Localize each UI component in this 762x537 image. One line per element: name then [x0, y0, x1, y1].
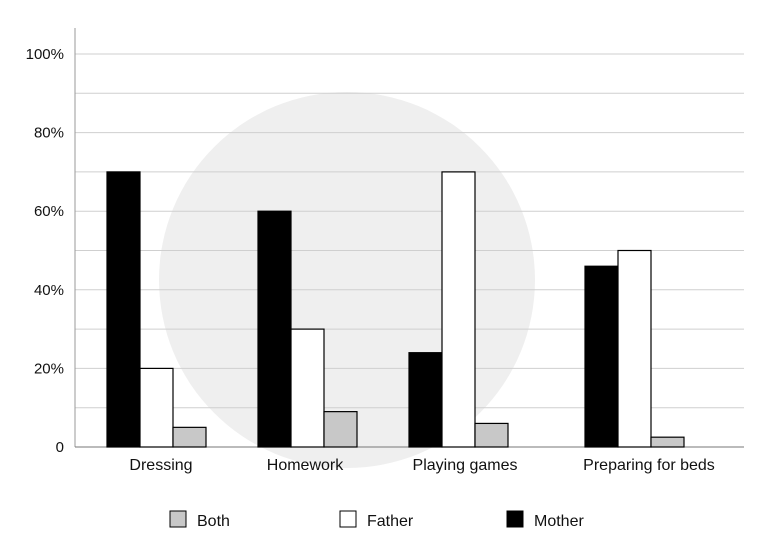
bar-both-3: [474, 422, 509, 448]
y-tick-labels: 0 20% 40% 60% 80% 100%: [26, 46, 64, 456]
bar-mother-4: [584, 265, 619, 448]
y-tick-label: 0: [56, 439, 64, 456]
legend-label-mother: Mother: [534, 513, 584, 530]
legend-label-father: Father: [367, 513, 414, 530]
y-tick-label: 20%: [34, 360, 64, 377]
category-label: Preparing for beds: [583, 457, 715, 474]
bar-mother-2: [257, 210, 292, 448]
legend-swatch-mother: [506, 510, 524, 528]
bar-father-2: [290, 328, 325, 448]
y-tick-label: 80%: [34, 125, 64, 142]
legend-swatch-father: [339, 510, 357, 528]
bar-father-1: [139, 367, 174, 448]
bars: [106, 171, 685, 448]
legend-swatch-both: [169, 510, 187, 528]
category-label: Playing games: [413, 457, 518, 474]
category-label: Homework: [267, 457, 344, 474]
y-tick-label: 100%: [26, 46, 64, 63]
bar-both-1: [172, 426, 207, 448]
bar-mother-3: [408, 352, 443, 448]
y-tick-label: 60%: [34, 203, 64, 220]
category-label: Dressing: [129, 457, 192, 474]
legend-label-both: Both: [197, 513, 230, 530]
bar-both-4: [650, 436, 685, 448]
legend: Both Father Mother: [169, 510, 584, 530]
bar-father-3: [441, 171, 476, 448]
bar-both-2: [323, 411, 358, 448]
bar-father-4: [617, 249, 652, 448]
y-tick-label: 40%: [34, 282, 64, 299]
category-labels: Dressing Homework Playing games Preparing f…: [129, 457, 714, 474]
bar-mother-1: [106, 171, 141, 448]
